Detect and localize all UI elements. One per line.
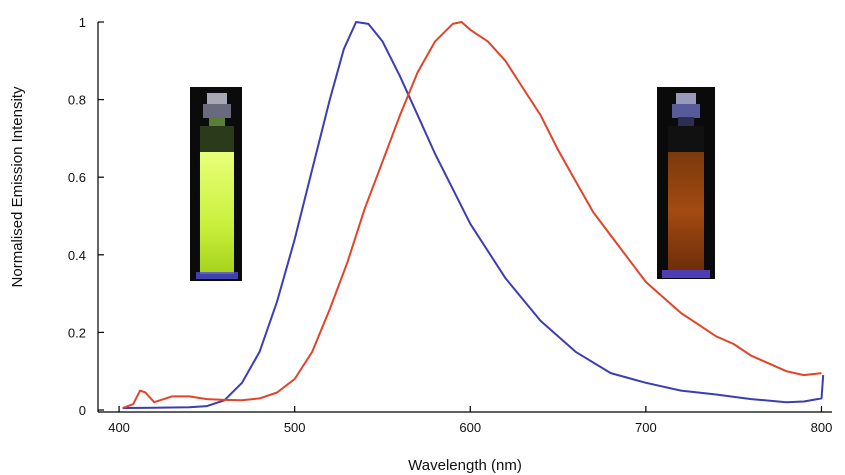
y-tick-label: 0	[79, 403, 86, 418]
x-axis-title: Wavelength (nm)	[408, 457, 522, 474]
series-group	[122, 21, 825, 410]
tick-group: 400 500 600 700 800 0 0.2 0.4 0.6 0.8 1	[68, 15, 832, 435]
x-tick-label: 500	[284, 420, 306, 435]
y-axis-title: Normalised Emission Intensity	[9, 86, 26, 287]
x-tick-label: 400	[108, 420, 130, 435]
x-tick-label: 800	[811, 420, 833, 435]
y-tick-label: 0.2	[68, 325, 86, 340]
y-tick-label: 1	[79, 15, 86, 30]
x-tick-label: 700	[635, 420, 657, 435]
red-emission-line	[122, 21, 822, 410]
y-tick-label: 0.4	[68, 248, 86, 263]
orange-vial-photo	[657, 87, 715, 279]
green-vial-photo	[190, 87, 242, 281]
y-tick-label: 0.8	[68, 93, 86, 108]
x-tick-label: 600	[459, 420, 481, 435]
y-tick-label: 0.6	[68, 170, 86, 185]
